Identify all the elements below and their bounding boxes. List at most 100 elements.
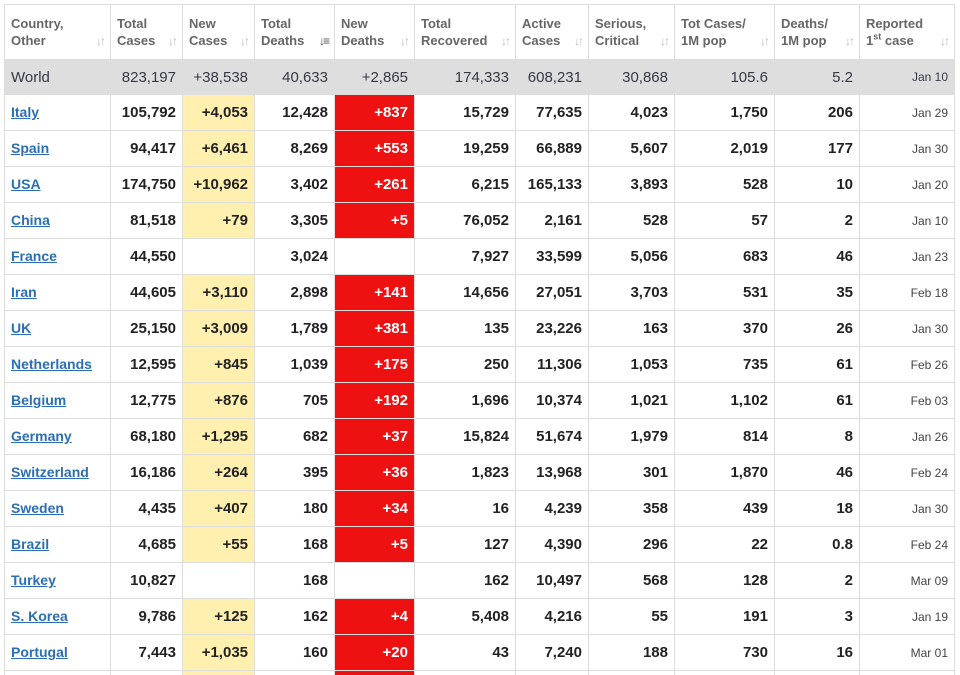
total-deaths-cell: 2,898 xyxy=(254,274,335,311)
table-row: France 44,550 3,024 7,927 33,599 5,056 683 46 Ja… xyxy=(4,238,955,275)
country-link[interactable]: Germany xyxy=(11,428,72,444)
country-link[interactable]: Italy xyxy=(11,104,40,120)
total-deaths-cell: 1,789 xyxy=(254,310,335,347)
country-link[interactable]: Brazil xyxy=(11,536,50,552)
country-link[interactable]: USA xyxy=(11,176,41,192)
reported-cell: Jan 30 xyxy=(859,490,955,527)
new-deaths-cell: +141 xyxy=(334,274,415,311)
active-cases-cell: 4,239 xyxy=(515,490,589,527)
sort-arrows-icon[interactable]: ↓↑ xyxy=(660,34,670,48)
table-row: Netherlands 12,595 +845 1,039 +175 250 11,306 1… xyxy=(4,346,955,383)
new-cases-cell: +264 xyxy=(182,454,255,491)
new-deaths-cell: +34 xyxy=(334,490,415,527)
sort-arrows-icon[interactable]: ↓↑ xyxy=(940,34,950,48)
serious-critical-cell: 301 xyxy=(588,454,675,491)
serious-critical-cell: 163 xyxy=(588,310,675,347)
column-header-country[interactable]: Country, Other ↓↑ xyxy=(4,4,111,60)
country-link[interactable]: Netherlands xyxy=(11,356,92,372)
column-header-label-line2: 1M pop xyxy=(681,33,727,48)
active-cases-cell xyxy=(515,670,589,675)
column-header-label-line1: New xyxy=(189,16,216,31)
deaths-per-1m-cell: 46 xyxy=(774,454,860,491)
country-cell: Turkey xyxy=(4,562,111,599)
sort-arrows-icon[interactable]: ↓↑ xyxy=(845,34,855,48)
total-cases-cell: 44,605 xyxy=(110,274,183,311)
deaths-per-1m-cell: 177 xyxy=(774,130,860,167)
new-deaths-cell: +192 xyxy=(334,382,415,419)
reported-cell: Jan 30 xyxy=(859,130,955,167)
sort-arrows-icon[interactable]: ↓↑ xyxy=(400,34,410,48)
world-total-row: World 823,197 +38,538 40,633 +2,865 174,333 60… xyxy=(4,59,955,95)
country-link[interactable]: France xyxy=(11,248,57,264)
column-header-total-recovered[interactable]: Total Recovered ↓↑ xyxy=(414,4,516,60)
sort-arrows-icon[interactable]: ↓↑ xyxy=(501,34,511,48)
country-link[interactable]: Iran xyxy=(11,284,37,300)
new-cases-cell: +3,009 xyxy=(182,310,255,347)
sort-arrows-icon[interactable]: ↓≡ xyxy=(318,34,330,48)
country-cell: Iran xyxy=(4,274,111,311)
table-row: Sweden 4,435 +407 180 +34 16 4,239 358 439 18 Jan … xyxy=(4,490,955,527)
new-cases-cell: +1,295 xyxy=(182,418,255,455)
column-header-label-line2: 1st case xyxy=(866,31,914,48)
column-header-active-cases[interactable]: Active Cases ↓↑ xyxy=(515,4,589,60)
column-header-serious-critical[interactable]: Serious, Critical ↓↑ xyxy=(588,4,675,60)
cases-per-1m-cell: 1,102 xyxy=(674,382,775,419)
column-header-new-cases[interactable]: New Cases ↓↑ xyxy=(182,4,255,60)
reported-cell: Mar 09 xyxy=(859,562,955,599)
cases-per-1m-cell: 191 xyxy=(674,598,775,635)
column-header-label-line1: Serious, xyxy=(595,16,647,31)
total-deaths-cell: 162 xyxy=(254,598,335,635)
total-cases-cell: 12,595 xyxy=(110,346,183,383)
new-deaths-cell: +5 xyxy=(334,202,415,239)
cases-per-1m-cell: 531 xyxy=(674,274,775,311)
column-header-total-deaths[interactable]: Total Deaths ↓≡ xyxy=(254,4,335,60)
cases-per-1m-cell: 57 xyxy=(674,202,775,239)
cases-per-1m-cell: 735 xyxy=(674,346,775,383)
serious-critical-cell: 3,893 xyxy=(588,166,675,203)
total-cases-cell: 7,443 xyxy=(110,634,183,671)
country-link[interactable]: Sweden xyxy=(11,500,64,516)
new-deaths-cell: +2,865 xyxy=(334,59,415,95)
reported-cell: Jan 20 xyxy=(859,166,955,203)
total-recovered-cell: 16 xyxy=(414,490,516,527)
column-header-cases-per-1m[interactable]: Tot Cases/1M pop ↓↑ xyxy=(674,4,775,60)
sort-arrows-icon[interactable]: ↓↑ xyxy=(168,34,178,48)
country-link[interactable]: Portugal xyxy=(11,644,68,660)
column-header-deaths-per-1m[interactable]: Deaths/1M pop ↓↑ xyxy=(774,4,860,60)
header-row: Country, Other ↓↑ Total Cases ↓↑ New Cases ↓↑ Tot… xyxy=(4,4,955,60)
new-deaths-cell: +175 xyxy=(334,346,415,383)
new-cases-cell: +38,538 xyxy=(182,59,255,95)
country-link[interactable]: Switzerland xyxy=(11,464,89,480)
total-deaths-cell: 705 xyxy=(254,382,335,419)
reported-cell: Feb 24 xyxy=(859,526,955,563)
column-header-label-line2: Deaths xyxy=(341,33,385,48)
sort-arrows-icon[interactable]: ↓↑ xyxy=(96,34,106,48)
column-header-reported-first-case[interactable]: Reported 1st case ↓↑ xyxy=(859,4,955,60)
table-row: Portugal 7,443 +1,035 160 +20 43 7,240 188 730 16… xyxy=(4,634,955,671)
country-link[interactable]: China xyxy=(11,212,50,228)
sort-arrows-icon[interactable]: ↓↑ xyxy=(574,34,584,48)
column-header-total-cases[interactable]: Total Cases ↓↑ xyxy=(110,4,183,60)
country-link[interactable]: Belgium xyxy=(11,392,67,408)
table-row: Germany 68,180 +1,295 682 +37 15,824 51,674 1,9… xyxy=(4,418,955,455)
active-cases-cell: 2,161 xyxy=(515,202,589,239)
table-row: Italy 105,792 +4,053 12,428 +837 15,729 77,635… xyxy=(4,94,955,131)
cases-per-1m-cell xyxy=(674,670,775,675)
table-row: UK 25,150 +3,009 1,789 +381 135 23,226 163 370 26… xyxy=(4,310,955,347)
active-cases-cell: 4,390 xyxy=(515,526,589,563)
deaths-per-1m-cell: 46 xyxy=(774,238,860,275)
new-deaths-cell: +37 xyxy=(334,418,415,455)
covid-stats-table: Country, Other ↓↑ Total Cases ↓↑ New Cases ↓↑ Tot… xyxy=(4,4,955,675)
cases-per-1m-cell: 128 xyxy=(674,562,775,599)
serious-critical-cell: 55 xyxy=(588,598,675,635)
country-link[interactable]: Spain xyxy=(11,140,50,156)
serious-critical-cell: 5,056 xyxy=(588,238,675,275)
sort-arrows-icon[interactable]: ↓↑ xyxy=(240,34,250,48)
country-link[interactable]: S. Korea xyxy=(11,608,68,624)
column-header-new-deaths[interactable]: New Deaths ↓↑ xyxy=(334,4,415,60)
table-row: Turkey 10,827 168 162 10,497 568 128 2 Mar 09 xyxy=(4,562,955,599)
country-cell: World xyxy=(4,59,111,95)
country-link[interactable]: UK xyxy=(11,320,32,336)
country-link[interactable]: Turkey xyxy=(11,572,56,588)
sort-arrows-icon[interactable]: ↓↑ xyxy=(760,34,770,48)
